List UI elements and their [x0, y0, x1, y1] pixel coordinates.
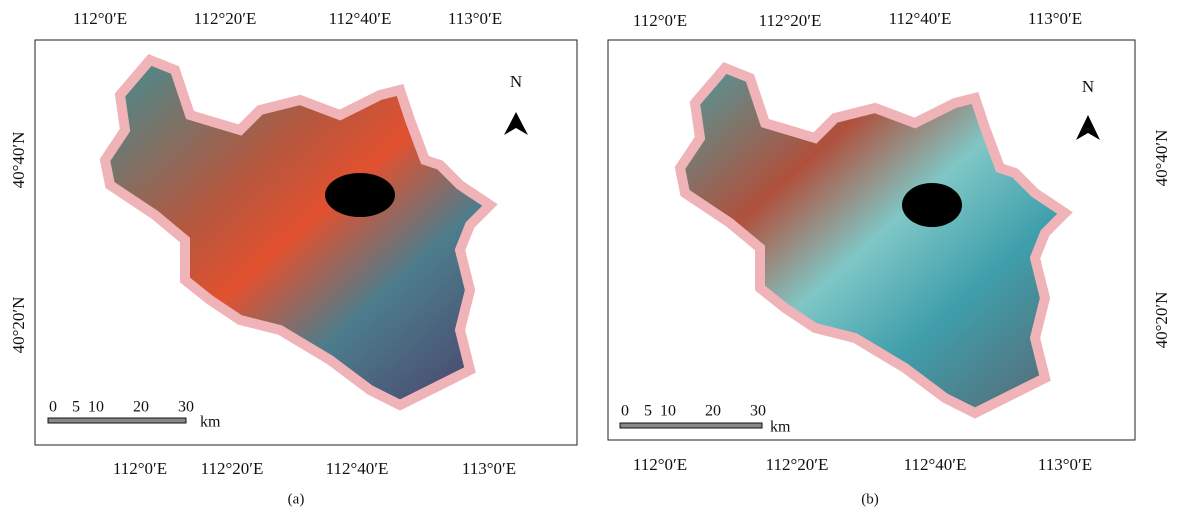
scale-label: 20 — [705, 403, 721, 420]
lake — [902, 183, 962, 227]
scale-label: 0 — [621, 403, 629, 420]
scale-unit: km — [770, 419, 791, 436]
top-tick: 112°40′E — [329, 9, 392, 28]
top-tick: 112°0′E — [73, 9, 127, 28]
bottom-tick: 112°40′E — [904, 455, 967, 474]
scale-label: 10 — [660, 403, 676, 420]
north-arrow — [1076, 115, 1100, 140]
scale-label: 5 — [72, 399, 80, 416]
scale-label: 5 — [644, 403, 652, 420]
caption: (b) — [861, 491, 879, 507]
scale-label: 10 — [88, 399, 104, 416]
top-tick: 112°20′E — [194, 9, 257, 28]
region — [680, 68, 1065, 413]
top-tick: 112°0′E — [633, 11, 687, 30]
top-tick: 112°40′E — [889, 9, 952, 28]
side-tick: 40°40′N — [1152, 130, 1171, 187]
scale-label: 30 — [178, 399, 194, 416]
scale-bar — [619, 422, 763, 429]
top-tick: 113°0′E — [448, 9, 502, 28]
bottom-tick: 112°0′E — [113, 459, 167, 478]
bottom-tick: 113°0′E — [1038, 455, 1092, 474]
map-frame — [34, 39, 578, 446]
lake — [325, 173, 395, 217]
caption: (a) — [288, 491, 305, 507]
region — [105, 60, 490, 405]
side-tick: 40°40′N — [9, 132, 28, 189]
bottom-tick: 113°0′E — [462, 459, 516, 478]
north-arrow — [504, 112, 528, 135]
north-label: N — [1082, 77, 1094, 96]
panel-a: N 112°0′E 112°20′E 112°40′E 113°0′E 112°… — [9, 9, 578, 507]
scale-unit: km — [200, 414, 221, 431]
map-frame — [607, 39, 1136, 441]
side-tick: 40°20′N — [9, 297, 28, 354]
top-tick: 113°0′E — [1028, 9, 1082, 28]
bottom-tick: 112°0′E — [633, 455, 687, 474]
panel-b: N 112°0′E 112°20′E 112°40′E 113°0′E 112°… — [607, 9, 1171, 507]
side-tick: 40°20′N — [1152, 292, 1171, 349]
scale-bar — [47, 417, 187, 424]
north-label: N — [510, 72, 522, 91]
scale-label: 20 — [133, 399, 149, 416]
bottom-tick: 112°20′E — [201, 459, 264, 478]
scale-label: 30 — [750, 403, 766, 420]
bottom-tick: 112°20′E — [766, 455, 829, 474]
bottom-tick: 112°40′E — [326, 459, 389, 478]
top-tick: 112°20′E — [759, 11, 822, 30]
scale-label: 0 — [49, 399, 57, 416]
